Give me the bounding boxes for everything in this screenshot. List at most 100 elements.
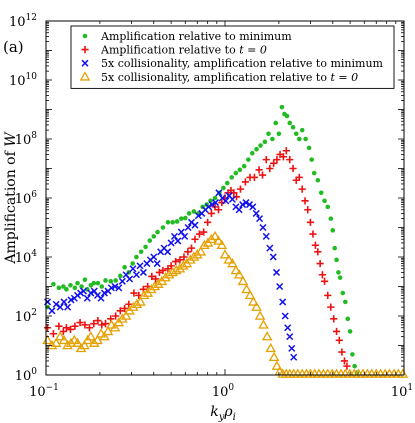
data-point <box>304 206 312 214</box>
data-point <box>195 230 204 238</box>
data-point <box>153 260 161 268</box>
data-point <box>58 334 70 345</box>
data-point <box>191 235 199 243</box>
data-point <box>184 223 192 232</box>
data-point <box>59 327 67 336</box>
data-point <box>306 145 312 151</box>
legend-entry: 5x collisionality, amplification relativ… <box>101 71 358 84</box>
data-point <box>316 259 324 268</box>
data-point <box>186 211 192 216</box>
data-point <box>64 287 69 292</box>
series-3 <box>44 189 298 361</box>
data-point <box>221 185 226 191</box>
data-point <box>259 223 267 232</box>
data-point <box>191 249 203 259</box>
data-point <box>325 204 331 210</box>
data-point <box>56 285 62 291</box>
data-point <box>248 296 259 306</box>
data-point <box>330 228 336 233</box>
data-point <box>99 331 110 341</box>
data-point <box>125 300 133 308</box>
data-point <box>180 253 188 261</box>
legend-marker <box>81 46 89 54</box>
data-point <box>214 206 223 214</box>
y-tick-label: 1010 <box>9 72 37 89</box>
data-point <box>138 289 150 300</box>
data-point <box>122 264 127 270</box>
data-point <box>91 280 97 286</box>
data-point <box>246 157 251 162</box>
data-point <box>103 278 108 283</box>
data-point <box>94 316 102 325</box>
data-point <box>62 324 70 332</box>
data-point <box>343 362 351 370</box>
data-point <box>179 216 184 221</box>
data-point <box>187 244 196 252</box>
data-point <box>130 289 138 297</box>
data-points <box>42 104 409 378</box>
data-point <box>184 254 196 264</box>
data-point <box>347 329 353 334</box>
x-axis-title: kyρi <box>210 404 236 423</box>
y-tick-label: 106 <box>15 190 38 207</box>
data-point <box>241 163 247 169</box>
data-point <box>116 307 124 315</box>
data-point <box>345 316 351 322</box>
data-point <box>337 275 343 280</box>
data-point <box>276 282 284 291</box>
series-2 <box>43 147 351 370</box>
data-point <box>284 324 292 332</box>
data-point <box>108 279 114 284</box>
data-point <box>42 334 53 345</box>
data-point <box>350 352 355 357</box>
data-point <box>209 230 221 241</box>
data-point <box>293 131 299 137</box>
data-point <box>286 333 294 341</box>
data-point <box>330 315 338 323</box>
data-point <box>200 228 208 236</box>
data-point <box>148 272 156 280</box>
data-point <box>273 156 281 164</box>
data-point <box>118 277 126 285</box>
data-point <box>296 136 302 142</box>
data-point <box>335 336 343 344</box>
data-point <box>219 249 231 259</box>
data-point <box>150 253 158 261</box>
data-point <box>250 173 259 181</box>
data-point <box>229 175 234 180</box>
data-point <box>160 272 171 282</box>
data-point <box>306 218 315 226</box>
data-point <box>65 337 77 347</box>
y-axis-title: Amplification of W <box>3 131 19 265</box>
legend-entry: 5x collisionality, amplification relativ… <box>101 57 384 70</box>
data-point <box>88 337 100 347</box>
data-point <box>170 232 178 240</box>
data-point <box>208 201 216 209</box>
data-point <box>288 344 296 352</box>
data-point <box>241 283 252 294</box>
data-point <box>241 178 249 186</box>
data-point <box>159 266 167 275</box>
data-point <box>100 289 108 297</box>
data-point <box>135 296 146 306</box>
legend-entry: Amplification relative to t = 0 <box>100 44 267 57</box>
data-point <box>279 104 285 110</box>
data-point <box>101 320 110 328</box>
data-point <box>327 303 335 311</box>
data-point <box>258 171 267 179</box>
legend-box <box>70 25 395 89</box>
data-point <box>269 253 277 261</box>
y-tick-label: 102 <box>15 308 37 325</box>
data-point <box>170 264 182 275</box>
data-point <box>52 300 60 308</box>
data-point <box>120 310 132 320</box>
data-point <box>258 319 269 329</box>
data-point <box>206 233 217 244</box>
data-point <box>75 280 80 286</box>
data-point <box>281 312 289 320</box>
data-point <box>279 153 288 161</box>
y-tick-label: 108 <box>15 131 38 148</box>
data-point <box>287 120 293 126</box>
data-point <box>172 257 180 266</box>
data-point <box>98 321 106 329</box>
